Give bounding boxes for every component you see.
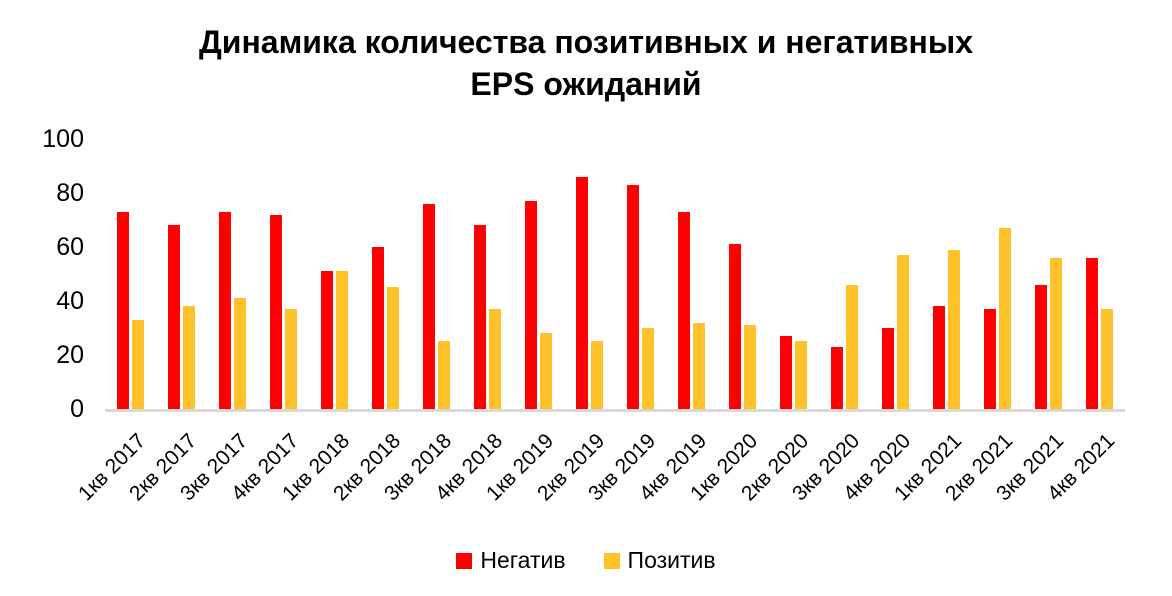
legend-swatch-icon [603,552,620,569]
bar-positive[interactable] [642,328,654,409]
bar-negative[interactable] [1086,258,1098,409]
bar-negative[interactable] [933,306,945,409]
bar-negative[interactable] [219,212,231,409]
bar-positive[interactable] [1101,309,1113,409]
bar-positive[interactable] [693,323,705,409]
bar-positive[interactable] [744,325,756,409]
bar-negative[interactable] [678,212,690,409]
y-axis-label: 100 [42,125,84,153]
bar-negative[interactable] [525,201,537,409]
bar-positive[interactable] [846,285,858,409]
bar-negative[interactable] [474,225,486,409]
bar-positive[interactable] [336,271,348,409]
chart-title-line1: Динамика количества позитивных и негатив… [198,24,973,60]
bar-negative[interactable] [117,212,129,409]
bar-positive[interactable] [234,298,246,409]
legend-swatch-icon [456,552,473,569]
bar-positive[interactable] [897,255,909,409]
y-axis-label: 0 [70,395,84,423]
y-axis-label: 40 [56,287,84,315]
y-axis-label: 80 [56,179,84,207]
bar-positive[interactable] [285,309,297,409]
bar-positive[interactable] [948,250,960,409]
bar-positive[interactable] [183,306,195,409]
chart-title: Динамика количества позитивных и негатив… [0,22,1172,105]
bar-positive[interactable] [438,341,450,409]
legend-item[interactable]: Позитив [603,547,716,573]
bar-negative[interactable] [882,328,894,409]
bar-negative[interactable] [627,185,639,409]
x-axis-line [105,409,1125,412]
y-axis-label: 20 [56,341,84,369]
bar-negative[interactable] [168,225,180,409]
legend-label: Позитив [627,547,716,573]
bar-negative[interactable] [270,215,282,409]
y-axis-label: 60 [56,233,84,261]
chart-title-line2: EPS ожиданий [470,65,702,102]
bar-negative[interactable] [423,204,435,409]
bar-negative[interactable] [780,336,792,409]
bar-positive[interactable] [999,228,1011,409]
legend-label: Негатив [480,547,566,573]
bar-negative[interactable] [372,247,384,409]
bar-positive[interactable] [540,333,552,409]
bar-positive[interactable] [1050,258,1062,409]
bar-positive[interactable] [387,287,399,409]
bar-negative[interactable] [729,244,741,409]
bar-negative[interactable] [1035,285,1047,409]
legend-item[interactable]: Негатив [456,547,566,573]
bar-positive[interactable] [591,341,603,409]
bar-positive[interactable] [132,320,144,409]
bar-negative[interactable] [321,271,333,409]
bar-negative[interactable] [831,347,843,409]
legend: Негатив Позитив [0,549,1172,572]
bar-positive[interactable] [795,341,807,409]
bar-negative[interactable] [984,309,996,409]
bar-positive[interactable] [489,309,501,409]
bar-negative[interactable] [576,177,588,409]
